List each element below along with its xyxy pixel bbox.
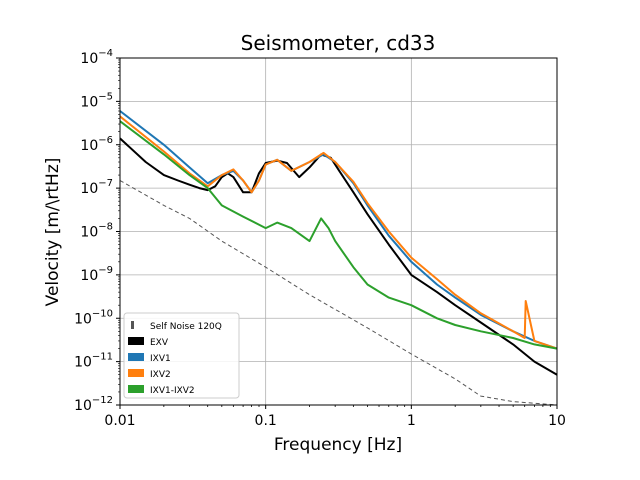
series-line [119, 120, 558, 350]
legend-swatch [128, 353, 144, 361]
series-line [119, 115, 558, 350]
x-tick-label: 1 [407, 413, 416, 429]
chart-title: Seismometer, cd33 [241, 31, 436, 55]
y-tick-label: 10−6 [80, 135, 113, 154]
tick-layer: 0.01 0.1 1 10 10−12 10−11 10−10 10−9 10−8 10−7 10−… [74, 48, 566, 429]
legend-swatch [128, 337, 144, 345]
series-line [119, 137, 558, 376]
y-tick-label: 10−11 [74, 352, 113, 371]
x-tick-label: 10 [548, 413, 566, 429]
y-tick-label: 10−12 [74, 395, 113, 414]
y-axis-label: Velocity [m/\rtHz] [43, 158, 63, 307]
y-tick-label: 10−10 [74, 308, 113, 327]
series-line [119, 180, 558, 406]
legend-label: EXV [150, 338, 169, 348]
y-tick-label: 10−4 [80, 48, 113, 67]
x-tick-label: 0.01 [104, 413, 135, 429]
legend-label: IXV1 [150, 354, 171, 364]
legend-box [123, 312, 240, 399]
y-tick-label: 10−9 [80, 265, 113, 284]
legend-swatch [128, 385, 144, 393]
x-tick-label: 0.1 [255, 413, 277, 429]
legend-swatch [131, 321, 134, 329]
legend-label: IXV2 [150, 370, 171, 380]
legend-swatch [128, 369, 144, 377]
legend: Self Noise 120Q EXV IXV1 IXV2 IXV1-IXV2 [123, 312, 240, 399]
series-layer [119, 110, 558, 406]
y-tick-label: 10−8 [80, 222, 113, 241]
legend-label: Self Noise 120Q [150, 322, 222, 332]
y-tick-label: 10−5 [80, 91, 113, 110]
legend-label: IXV1-IXV2 [150, 386, 195, 396]
x-axis-label: Frequency [Hz] [274, 435, 402, 455]
y-tick-label: 10−7 [80, 178, 113, 197]
